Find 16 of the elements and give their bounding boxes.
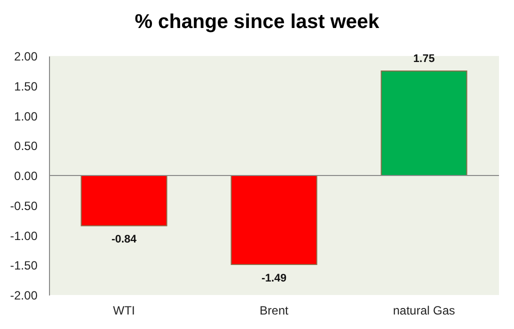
- data-label: -1.49: [261, 272, 287, 285]
- data-label: 1.75: [413, 52, 435, 65]
- y-tick-label: -1.50: [10, 258, 38, 273]
- y-tick-label: -1.00: [10, 228, 38, 243]
- y-tick-label: -2.00: [10, 288, 38, 302]
- x-tick-label: WTI: [113, 304, 135, 318]
- x-tick-label: natural Gas: [392, 304, 456, 318]
- y-tick-label: -0.50: [10, 198, 38, 213]
- x-tick-label: Brent: [260, 304, 290, 318]
- y-tick-label: 0.00: [14, 169, 38, 183]
- y-tick-label: 1.50: [14, 79, 38, 94]
- data-label: -0.84: [111, 234, 138, 246]
- y-tick-label: 2.00: [14, 50, 38, 64]
- y-tick-label: 0.50: [14, 139, 38, 154]
- chart-title: % change since last week: [134, 11, 380, 33]
- y-tick-label: 1.00: [14, 109, 38, 124]
